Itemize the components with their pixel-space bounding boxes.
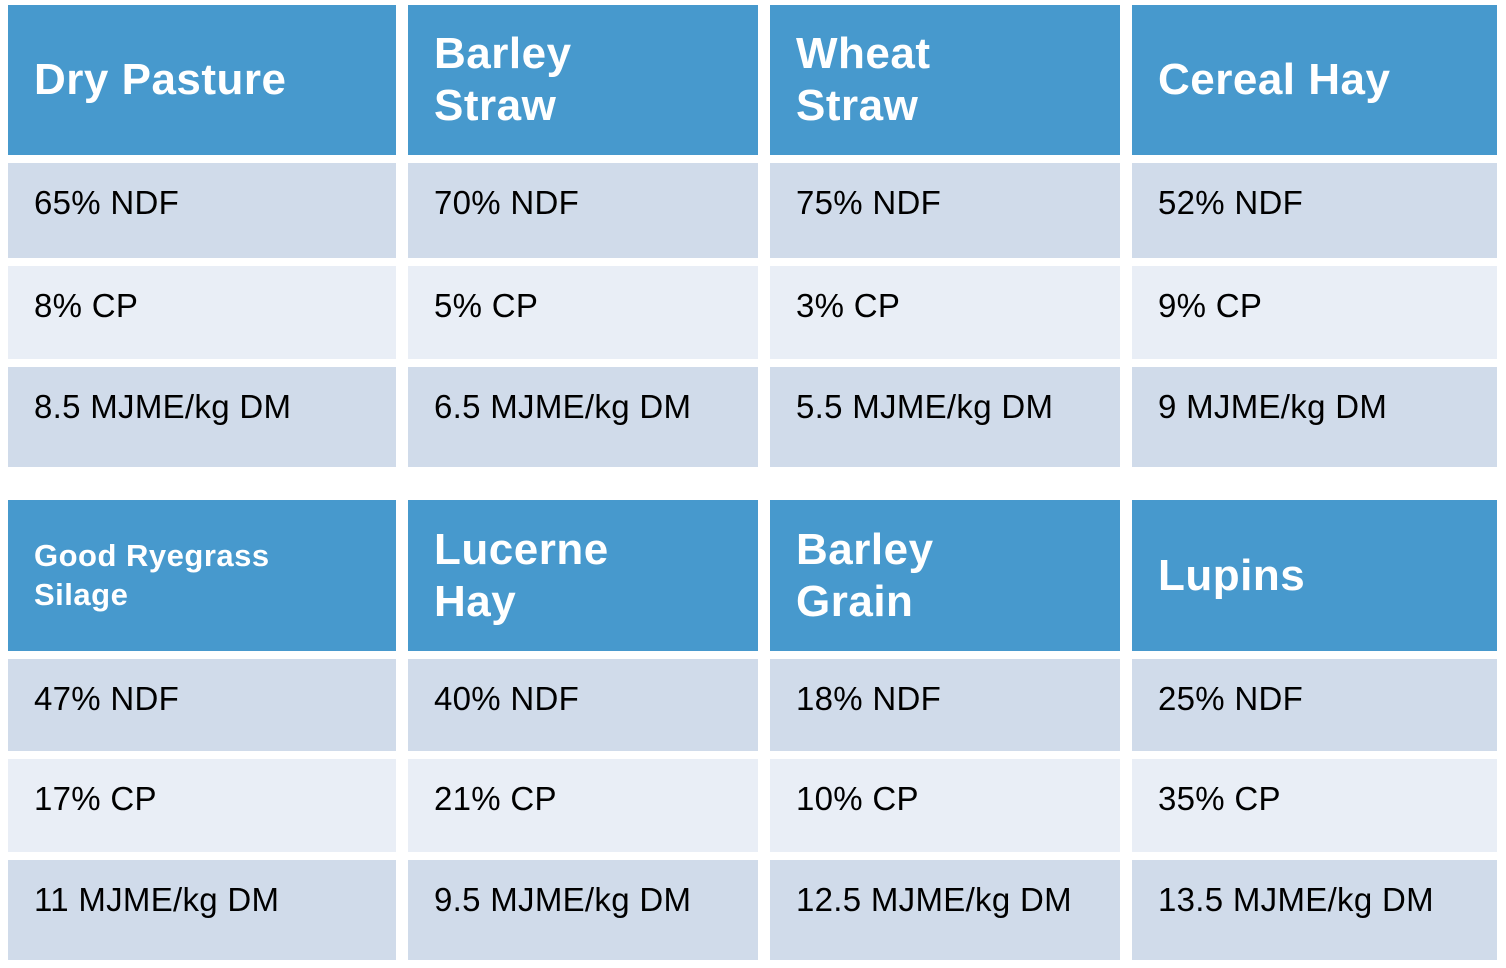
header-cell-lucerne-hay: Lucerne Hay <box>408 500 758 651</box>
ndf-cell-barley-grain: 18% NDF <box>770 659 1120 751</box>
ndf-cell-barley-straw: 70% NDF <box>408 163 758 258</box>
energy-cell-dry-pasture: 8.5 MJME/kg DM <box>8 367 396 467</box>
header-cell-lupins: Lupins <box>1132 500 1497 651</box>
ndf-cell-good-ryegrass-silage: 47% NDF <box>8 659 396 751</box>
energy-cell-lucerne-hay: 9.5 MJME/kg DM <box>408 860 758 960</box>
energy-cell-wheat-straw: 5.5 MJME/kg DM <box>770 367 1120 467</box>
ndf-cell-wheat-straw: 75% NDF <box>770 163 1120 258</box>
cp-cell-dry-pasture: 8% CP <box>8 266 396 359</box>
energy-cell-good-ryegrass-silage: 11 MJME/kg DM <box>8 860 396 960</box>
cp-cell-wheat-straw: 3% CP <box>770 266 1120 359</box>
ndf-cell-lucerne-hay: 40% NDF <box>408 659 758 751</box>
header-cell-good-ryegrass-silage: Good Ryegrass Silage <box>8 500 396 651</box>
header-cell-barley-grain: Barley Grain <box>770 500 1120 651</box>
ndf-cell-dry-pasture: 65% NDF <box>8 163 396 258</box>
energy-cell-barley-grain: 12.5 MJME/kg DM <box>770 860 1120 960</box>
ndf-cell-cereal-hay: 52% NDF <box>1132 163 1497 258</box>
ndf-cell-lupins: 25% NDF <box>1132 659 1497 751</box>
feed-table-high-quality-feeds: Good Ryegrass Silage Lucerne Hay Barley … <box>8 500 1497 960</box>
header-cell-barley-straw: Barley Straw <box>408 5 758 155</box>
cp-cell-good-ryegrass-silage: 17% CP <box>8 759 396 852</box>
cp-cell-barley-straw: 5% CP <box>408 266 758 359</box>
energy-cell-lupins: 13.5 MJME/kg DM <box>1132 860 1497 960</box>
cp-cell-cereal-hay: 9% CP <box>1132 266 1497 359</box>
cp-cell-barley-grain: 10% CP <box>770 759 1120 852</box>
header-cell-cereal-hay: Cereal Hay <box>1132 5 1497 155</box>
energy-cell-barley-straw: 6.5 MJME/kg DM <box>408 367 758 467</box>
feed-table-low-quality-feeds: Dry Pasture Barley Straw Wheat Straw Cer… <box>8 5 1497 467</box>
cp-cell-lupins: 35% CP <box>1132 759 1497 852</box>
energy-cell-cereal-hay: 9 MJME/kg DM <box>1132 367 1497 467</box>
header-cell-wheat-straw: Wheat Straw <box>770 5 1120 155</box>
header-cell-dry-pasture: Dry Pasture <box>8 5 396 155</box>
cp-cell-lucerne-hay: 21% CP <box>408 759 758 852</box>
